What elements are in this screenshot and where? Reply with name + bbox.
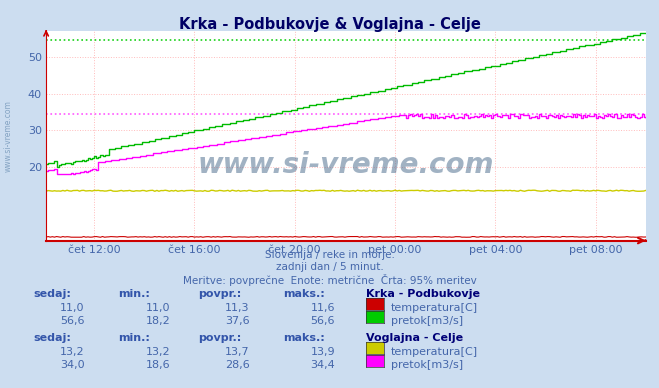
- Text: 11,0: 11,0: [146, 303, 171, 314]
- Text: povpr.:: povpr.:: [198, 333, 241, 343]
- Text: pretok[m3/s]: pretok[m3/s]: [391, 360, 463, 370]
- Text: 18,6: 18,6: [146, 360, 171, 370]
- Text: temperatura[C]: temperatura[C]: [391, 303, 478, 314]
- Text: temperatura[C]: temperatura[C]: [391, 347, 478, 357]
- Text: maks.:: maks.:: [283, 333, 325, 343]
- Text: www.si-vreme.com: www.si-vreme.com: [3, 100, 13, 172]
- Text: 34,0: 34,0: [60, 360, 85, 370]
- Text: 18,2: 18,2: [146, 316, 171, 326]
- Text: pretok[m3/s]: pretok[m3/s]: [391, 316, 463, 326]
- Text: 34,4: 34,4: [310, 360, 335, 370]
- Text: Meritve: povprečne  Enote: metrične  Črta: 95% meritev: Meritve: povprečne Enote: metrične Črta:…: [183, 274, 476, 286]
- Text: Slovenija / reke in morje.: Slovenija / reke in morje.: [264, 250, 395, 260]
- Text: 37,6: 37,6: [225, 316, 250, 326]
- Text: 13,7: 13,7: [225, 347, 250, 357]
- Text: 28,6: 28,6: [225, 360, 250, 370]
- Text: sedaj:: sedaj:: [33, 333, 71, 343]
- Text: 13,2: 13,2: [146, 347, 171, 357]
- Text: 11,6: 11,6: [310, 303, 335, 314]
- Text: min.:: min.:: [119, 289, 150, 299]
- Text: www.si-vreme.com: www.si-vreme.com: [198, 151, 494, 179]
- Text: zadnji dan / 5 minut.: zadnji dan / 5 minut.: [275, 262, 384, 272]
- Text: 11,3: 11,3: [225, 303, 250, 314]
- Text: povpr.:: povpr.:: [198, 289, 241, 299]
- Text: Krka - Podbukovje & Voglajna - Celje: Krka - Podbukovje & Voglajna - Celje: [179, 17, 480, 33]
- Text: sedaj:: sedaj:: [33, 289, 71, 299]
- Text: 13,2: 13,2: [60, 347, 85, 357]
- Text: 13,9: 13,9: [310, 347, 335, 357]
- Text: min.:: min.:: [119, 333, 150, 343]
- Text: 56,6: 56,6: [310, 316, 335, 326]
- Text: 11,0: 11,0: [60, 303, 85, 314]
- Text: 56,6: 56,6: [60, 316, 85, 326]
- Text: Voglajna - Celje: Voglajna - Celje: [366, 333, 463, 343]
- Text: maks.:: maks.:: [283, 289, 325, 299]
- Text: Krka - Podbukovje: Krka - Podbukovje: [366, 289, 480, 299]
